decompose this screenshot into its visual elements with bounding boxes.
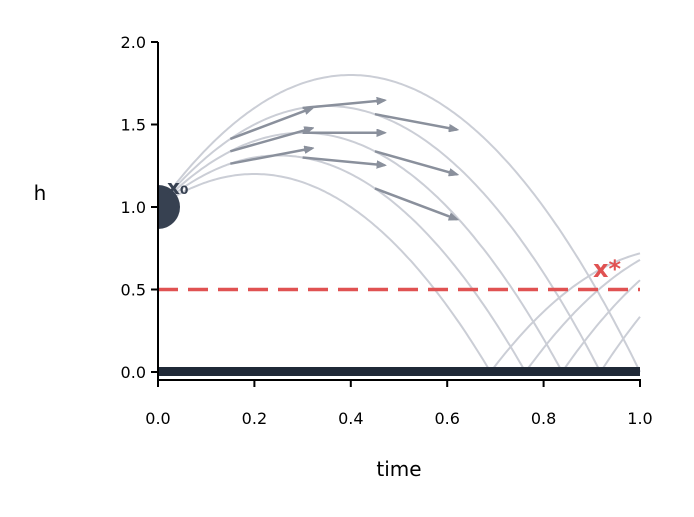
y-axis-label: h [34,181,47,205]
axes: 0.0 0.5 1.0 1.5 2.0 0.0 0.2 0.4 0.6 0.8 1.0 [121,33,653,428]
y-tick-label: 1.0 [121,198,146,217]
ground-bar [158,367,640,376]
y-tick-label: 1.5 [121,116,146,135]
x-tick-label: 0.6 [434,409,459,428]
initial-state-marker [158,185,180,229]
y-tick-label: 2.0 [121,33,146,52]
x-tick-label: 1.0 [627,409,652,428]
target-label: x* [593,255,621,283]
y-tick-label: 0.0 [121,363,146,382]
velocity-arrows [229,100,457,219]
x-tick-label: 0.0 [145,409,170,428]
x-tick-label: 0.4 [338,409,363,428]
y-tick-label: 0.5 [121,281,146,300]
x-tick-label: 0.8 [531,409,556,428]
x-axis-label: time [376,457,421,481]
x-tick-label: 0.2 [242,409,267,428]
initial-state-label: x₀ [167,175,189,199]
